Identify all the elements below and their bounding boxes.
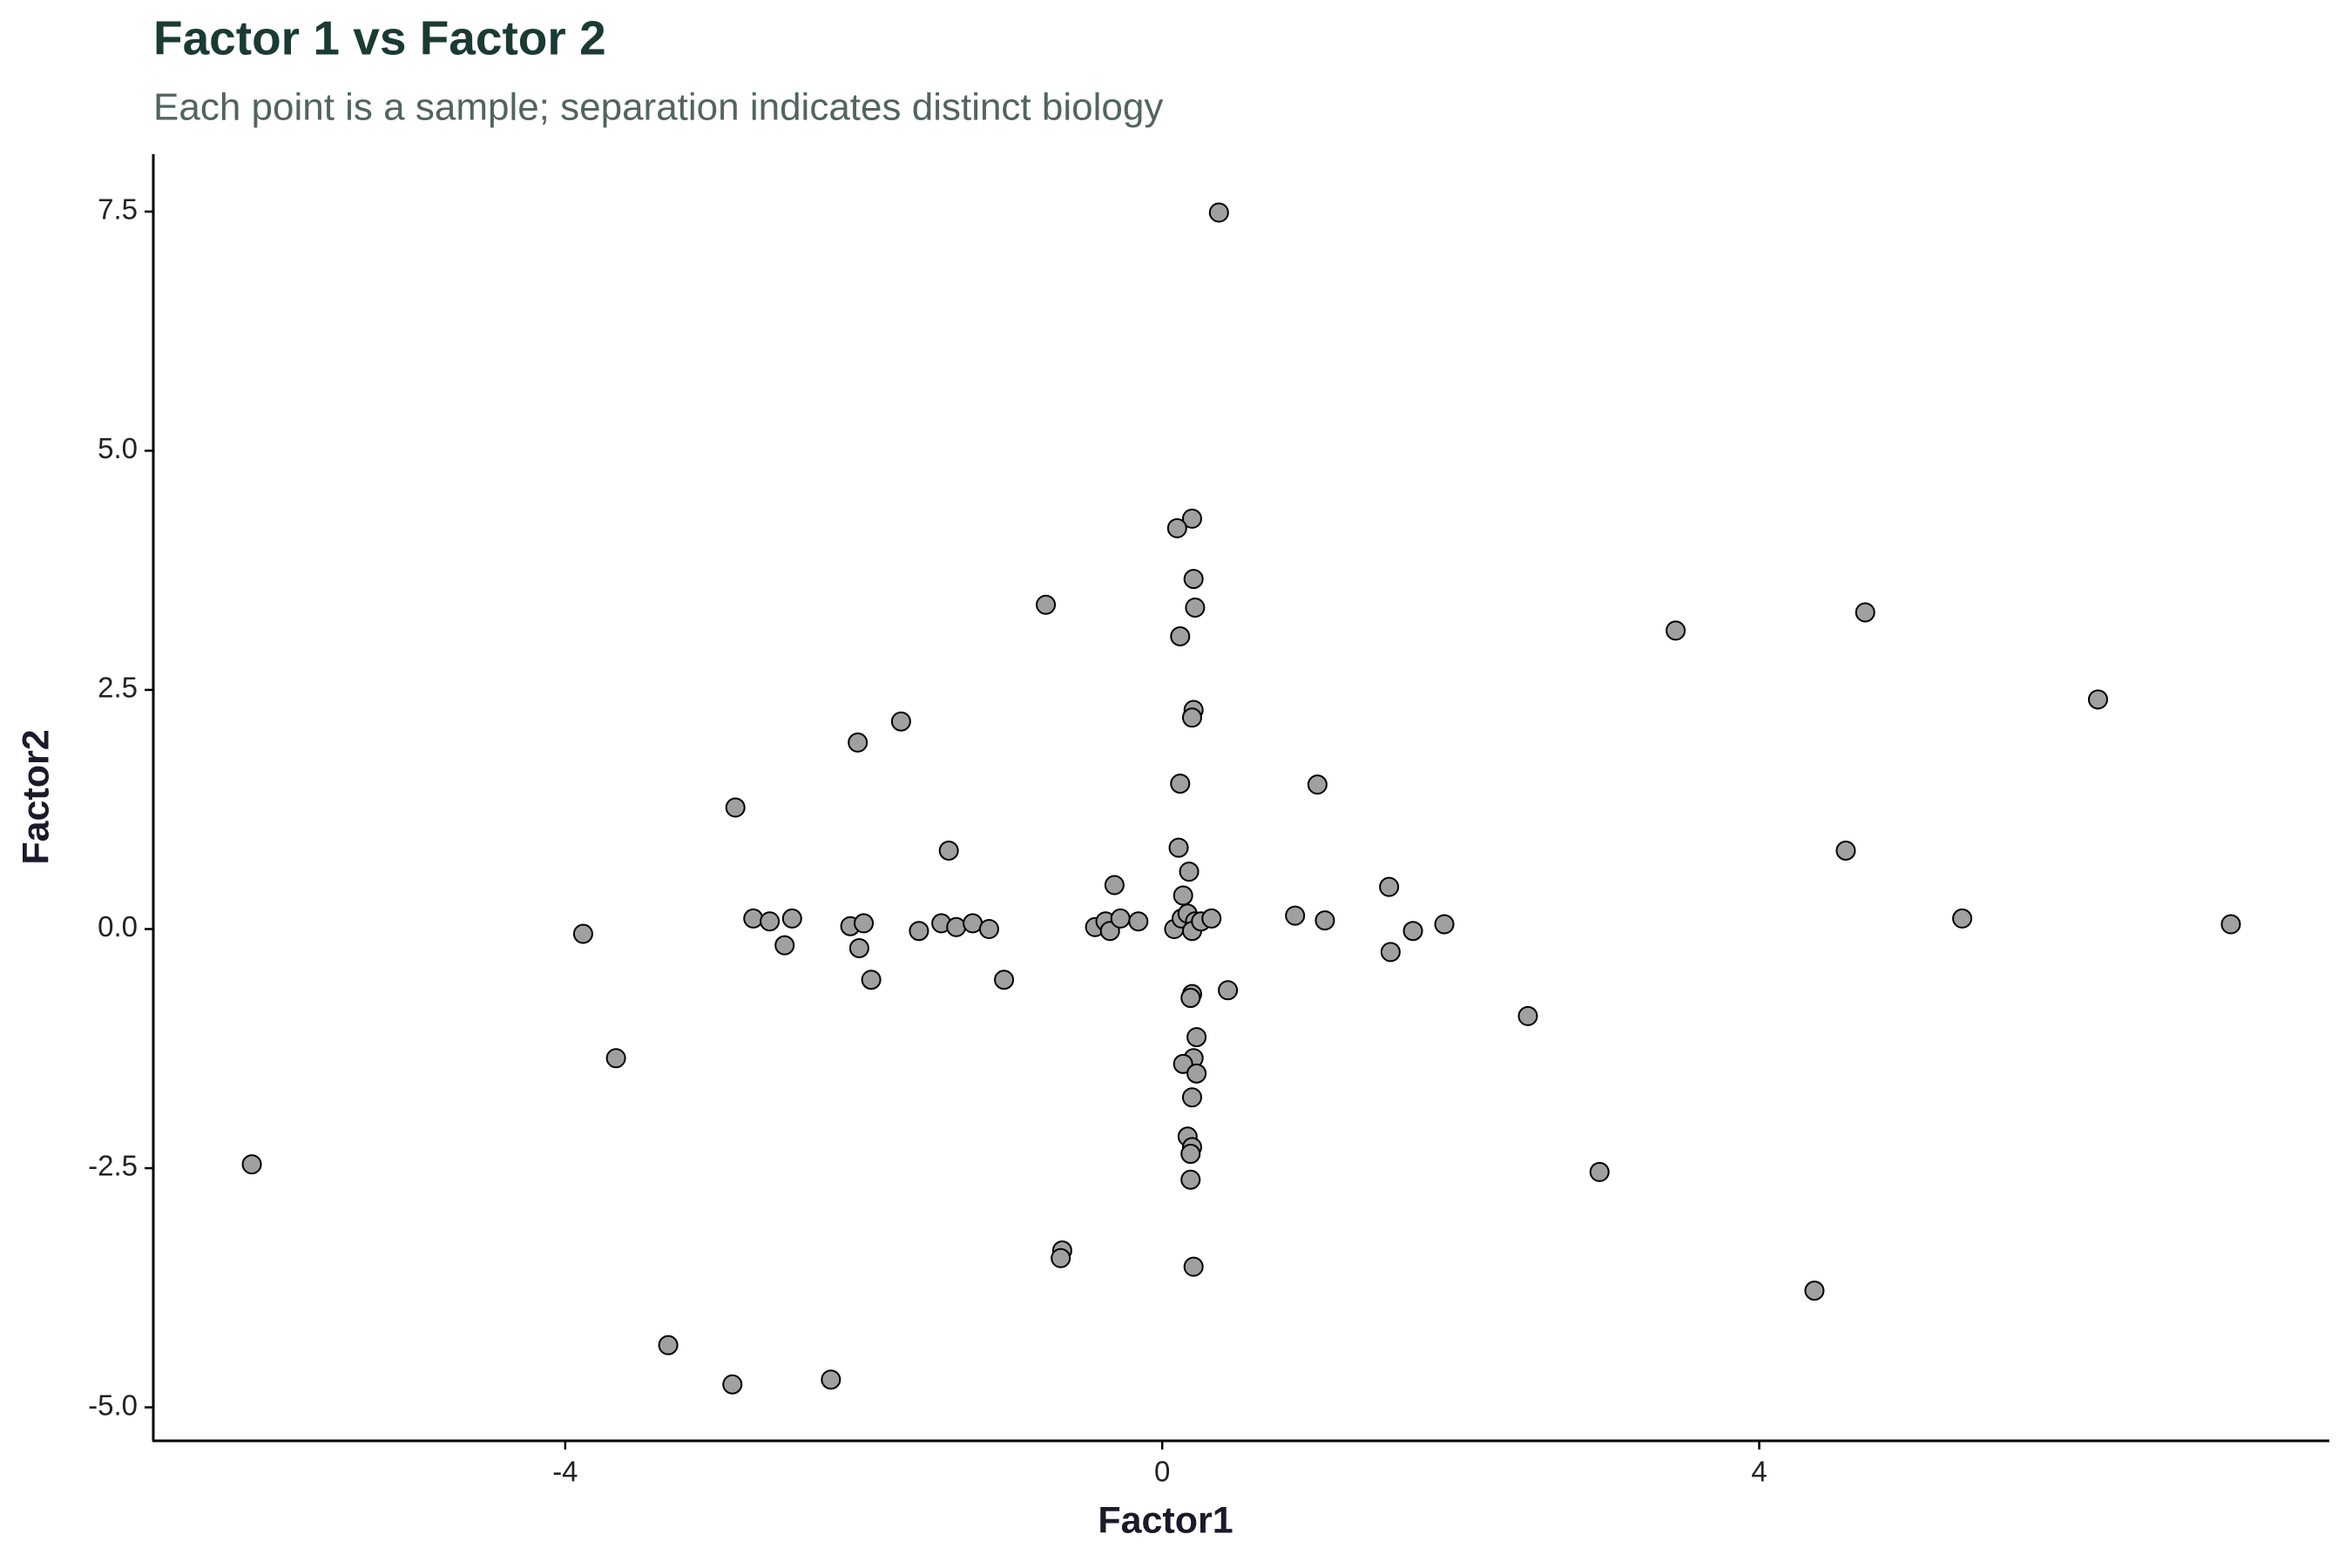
point: [725, 797, 746, 818]
point: [978, 918, 999, 939]
point: [861, 970, 882, 990]
point: [1315, 910, 1335, 931]
point: [1179, 862, 1200, 882]
point: [1173, 885, 1193, 906]
y-tick-label: 5.0: [98, 432, 138, 464]
point: [1104, 875, 1125, 896]
point: [1379, 876, 1400, 897]
y-tick-label: -5.0: [88, 1389, 138, 1421]
point: [1835, 840, 1856, 861]
point: [938, 840, 959, 861]
x-tick-label: 4: [1751, 1456, 1767, 1488]
point: [1804, 1281, 1825, 1301]
point: [760, 911, 781, 932]
x-axis-title: Factor1: [1098, 1499, 1233, 1541]
point: [1180, 1144, 1201, 1165]
point: [1128, 911, 1149, 932]
point: [743, 908, 764, 929]
point: [1952, 908, 1973, 929]
point: [658, 1335, 679, 1355]
point: [1185, 598, 1206, 618]
point: [781, 908, 802, 929]
point: [774, 935, 795, 956]
point: [994, 970, 1015, 990]
point: [1434, 914, 1455, 935]
y-tick-label: 7.5: [98, 193, 138, 226]
point: [1666, 620, 1686, 641]
point: [1218, 980, 1239, 1001]
point: [1168, 837, 1189, 858]
point: [572, 923, 593, 944]
point: [1380, 942, 1401, 963]
point: [241, 1154, 262, 1175]
y-tick-label: 2.5: [98, 672, 138, 704]
point: [1180, 1169, 1201, 1190]
point: [1110, 908, 1131, 929]
point: [1589, 1161, 1610, 1182]
point: [1181, 707, 1202, 728]
point: [1166, 517, 1187, 538]
x-tick-label: 0: [1154, 1456, 1170, 1488]
point: [1036, 594, 1057, 615]
point: [1170, 774, 1191, 794]
y-tick-label: 0.0: [98, 910, 138, 943]
point: [821, 1369, 841, 1390]
point: [848, 732, 868, 753]
point: [854, 913, 875, 934]
point: [1201, 908, 1222, 929]
point: [848, 937, 869, 958]
point: [1181, 1087, 1202, 1108]
point: [1183, 569, 1204, 590]
chart-subtitle: Each point is a sample; separation indic…: [153, 86, 1163, 129]
point: [1208, 202, 1229, 223]
point: [1183, 1256, 1204, 1277]
x-tick-label: -4: [552, 1456, 578, 1488]
point: [2220, 914, 2241, 935]
point: [1517, 1005, 1538, 1026]
point: [1186, 1027, 1207, 1048]
point: [1855, 602, 1876, 623]
point: [2087, 689, 2108, 710]
point: [1051, 1247, 1071, 1268]
point: [1285, 905, 1306, 926]
point: [1186, 1063, 1207, 1084]
point: [722, 1374, 743, 1395]
point: [946, 916, 967, 937]
chart-title: Factor 1 vs Factor 2: [153, 11, 606, 65]
point: [963, 913, 983, 934]
y-axis-title: Factor2: [15, 729, 57, 864]
y-tick-label: -2.5: [88, 1150, 138, 1182]
point: [1180, 988, 1201, 1009]
point: [1173, 1053, 1193, 1074]
point: [1170, 625, 1191, 646]
point: [1402, 921, 1423, 942]
point: [909, 921, 929, 942]
point: [605, 1048, 626, 1069]
point: [1181, 508, 1202, 529]
point: [890, 711, 911, 732]
point: [1307, 774, 1328, 795]
